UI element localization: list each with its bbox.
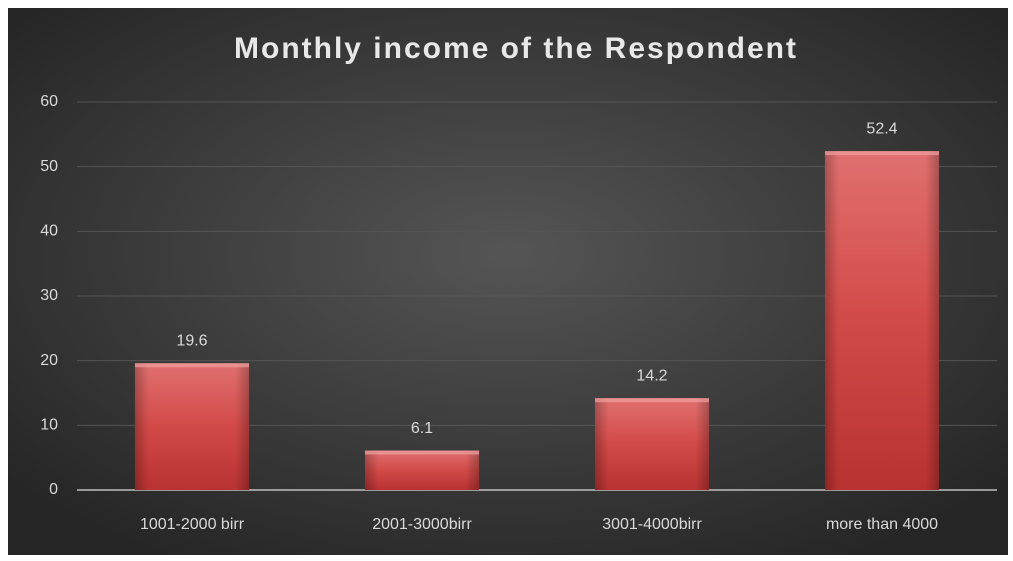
y-tick-label: 20 — [40, 352, 58, 369]
y-tick-label: 60 — [40, 93, 58, 110]
bar-highlight — [364, 450, 480, 455]
chart-title: Monthly income of the Respondent — [234, 32, 798, 65]
bar-highlight — [134, 363, 250, 368]
x-tick-label: more than 4000 — [826, 516, 938, 533]
bar-highlight — [594, 398, 710, 403]
x-tick-label: 1001-2000 birr — [140, 516, 245, 533]
y-tick-label: 50 — [40, 158, 58, 175]
bar — [594, 398, 710, 490]
data-label: 6.1 — [411, 420, 433, 437]
y-tick-label: 0 — [49, 481, 58, 498]
x-tick-label: 3001-4000birr — [602, 516, 702, 533]
bar — [364, 450, 480, 490]
y-tick-label: 40 — [40, 223, 58, 240]
y-tick-label: 10 — [40, 417, 58, 434]
data-label: 52.4 — [866, 120, 897, 137]
x-tick-label: 2001-3000birr — [372, 516, 472, 533]
bar — [134, 363, 250, 490]
data-label: 14.2 — [636, 367, 667, 384]
y-tick-label: 30 — [40, 287, 58, 304]
bar — [824, 151, 940, 490]
bar-highlight — [824, 151, 940, 156]
data-label: 19.6 — [176, 332, 207, 349]
